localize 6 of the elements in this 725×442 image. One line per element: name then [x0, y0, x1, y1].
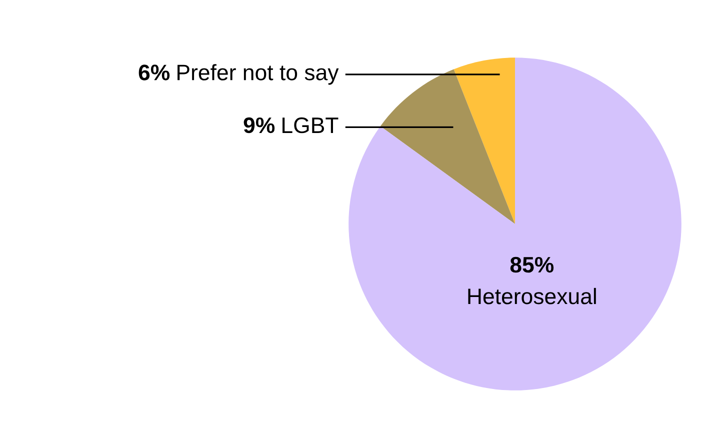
slice-label: LGBT — [282, 117, 338, 134]
data-label: 9% — [244, 117, 275, 134]
slice-label: Heterosexual — [468, 288, 596, 304]
data-label: 85% — [510, 256, 554, 273]
slice-label: Prefer not to say — [178, 64, 339, 85]
data-label: 6% — [138, 64, 170, 80]
